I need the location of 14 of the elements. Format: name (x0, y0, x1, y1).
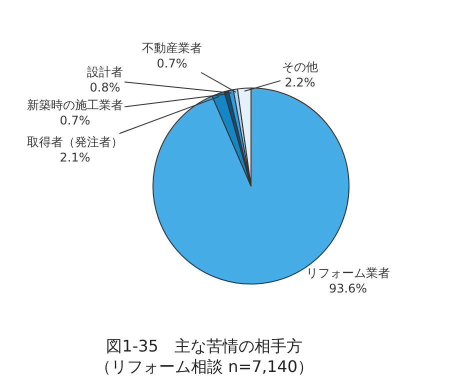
data-label: 2.2% (284, 76, 316, 90)
text: （リフォーム相談 n=7,140） (95, 357, 314, 376)
slice-label: 新築時の施工業者 (27, 98, 123, 112)
slice-label: 設計者 (87, 65, 123, 79)
data-label: 0.7% (156, 56, 188, 71)
slice-label: その他 (282, 60, 318, 74)
data-label: 0.8% (90, 80, 120, 95)
text: 図1-35 主な苦情の相手方 (106, 336, 302, 356)
slice-label: 不動産業者 (142, 41, 202, 55)
data-label: 0.7% (60, 114, 90, 128)
slice-label: 取得者（発注者） (27, 135, 123, 149)
data-label: 93.6% (328, 282, 368, 296)
data-label: 2.1% (60, 150, 90, 165)
slice-label: リフォーム業者 (306, 266, 390, 280)
